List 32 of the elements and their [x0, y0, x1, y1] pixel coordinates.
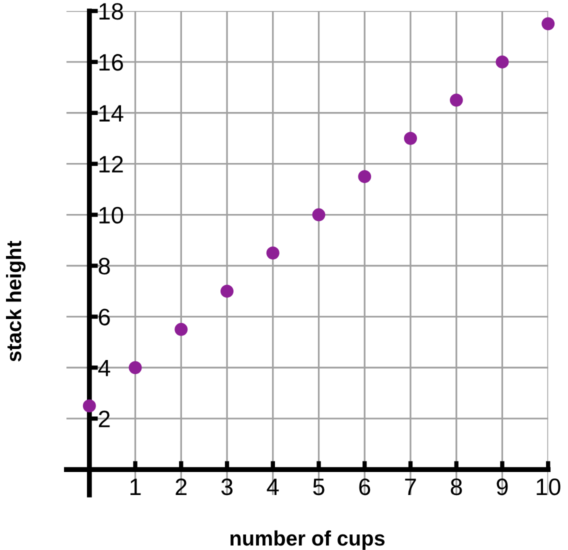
y-tick-label: 10 [100, 206, 124, 224]
x-tick-label: 5 [313, 478, 324, 496]
x-tick-label: 1 [130, 478, 141, 495]
point [266, 246, 280, 260]
x-tick-label: 4 [266, 478, 279, 495]
point [220, 284, 234, 298]
x-tick-label: 2 [176, 478, 187, 495]
point [82, 399, 96, 412]
point [404, 132, 418, 145]
point [128, 361, 142, 374]
x-tick-label: 8 [450, 478, 462, 496]
point [496, 55, 509, 68]
y-axis-title: stack height [6, 240, 26, 362]
point [542, 17, 555, 30]
y-tick-label: 14 [100, 105, 124, 122]
point [358, 170, 372, 184]
x-axis-title: number of cups [230, 530, 385, 550]
y-tick-label: 8 [98, 258, 110, 275]
y-tick-label: 4 [98, 360, 110, 376]
point [450, 94, 463, 107]
x-tick-label: 7 [405, 478, 416, 495]
y-tick-label: 18 [100, 3, 123, 20]
point [174, 322, 188, 336]
y-tick-label: 12 [100, 156, 123, 172]
x-tick-label: 10 [536, 478, 560, 496]
x-tick-label: 3 [221, 478, 233, 496]
point [312, 208, 326, 222]
y-tick-label: 16 [100, 54, 123, 71]
x-tick-label: 9 [496, 478, 508, 496]
x-tick-label: 6 [359, 478, 370, 496]
y-tick-label: 2 [98, 410, 110, 428]
y-tick-label: 6 [98, 308, 110, 326]
